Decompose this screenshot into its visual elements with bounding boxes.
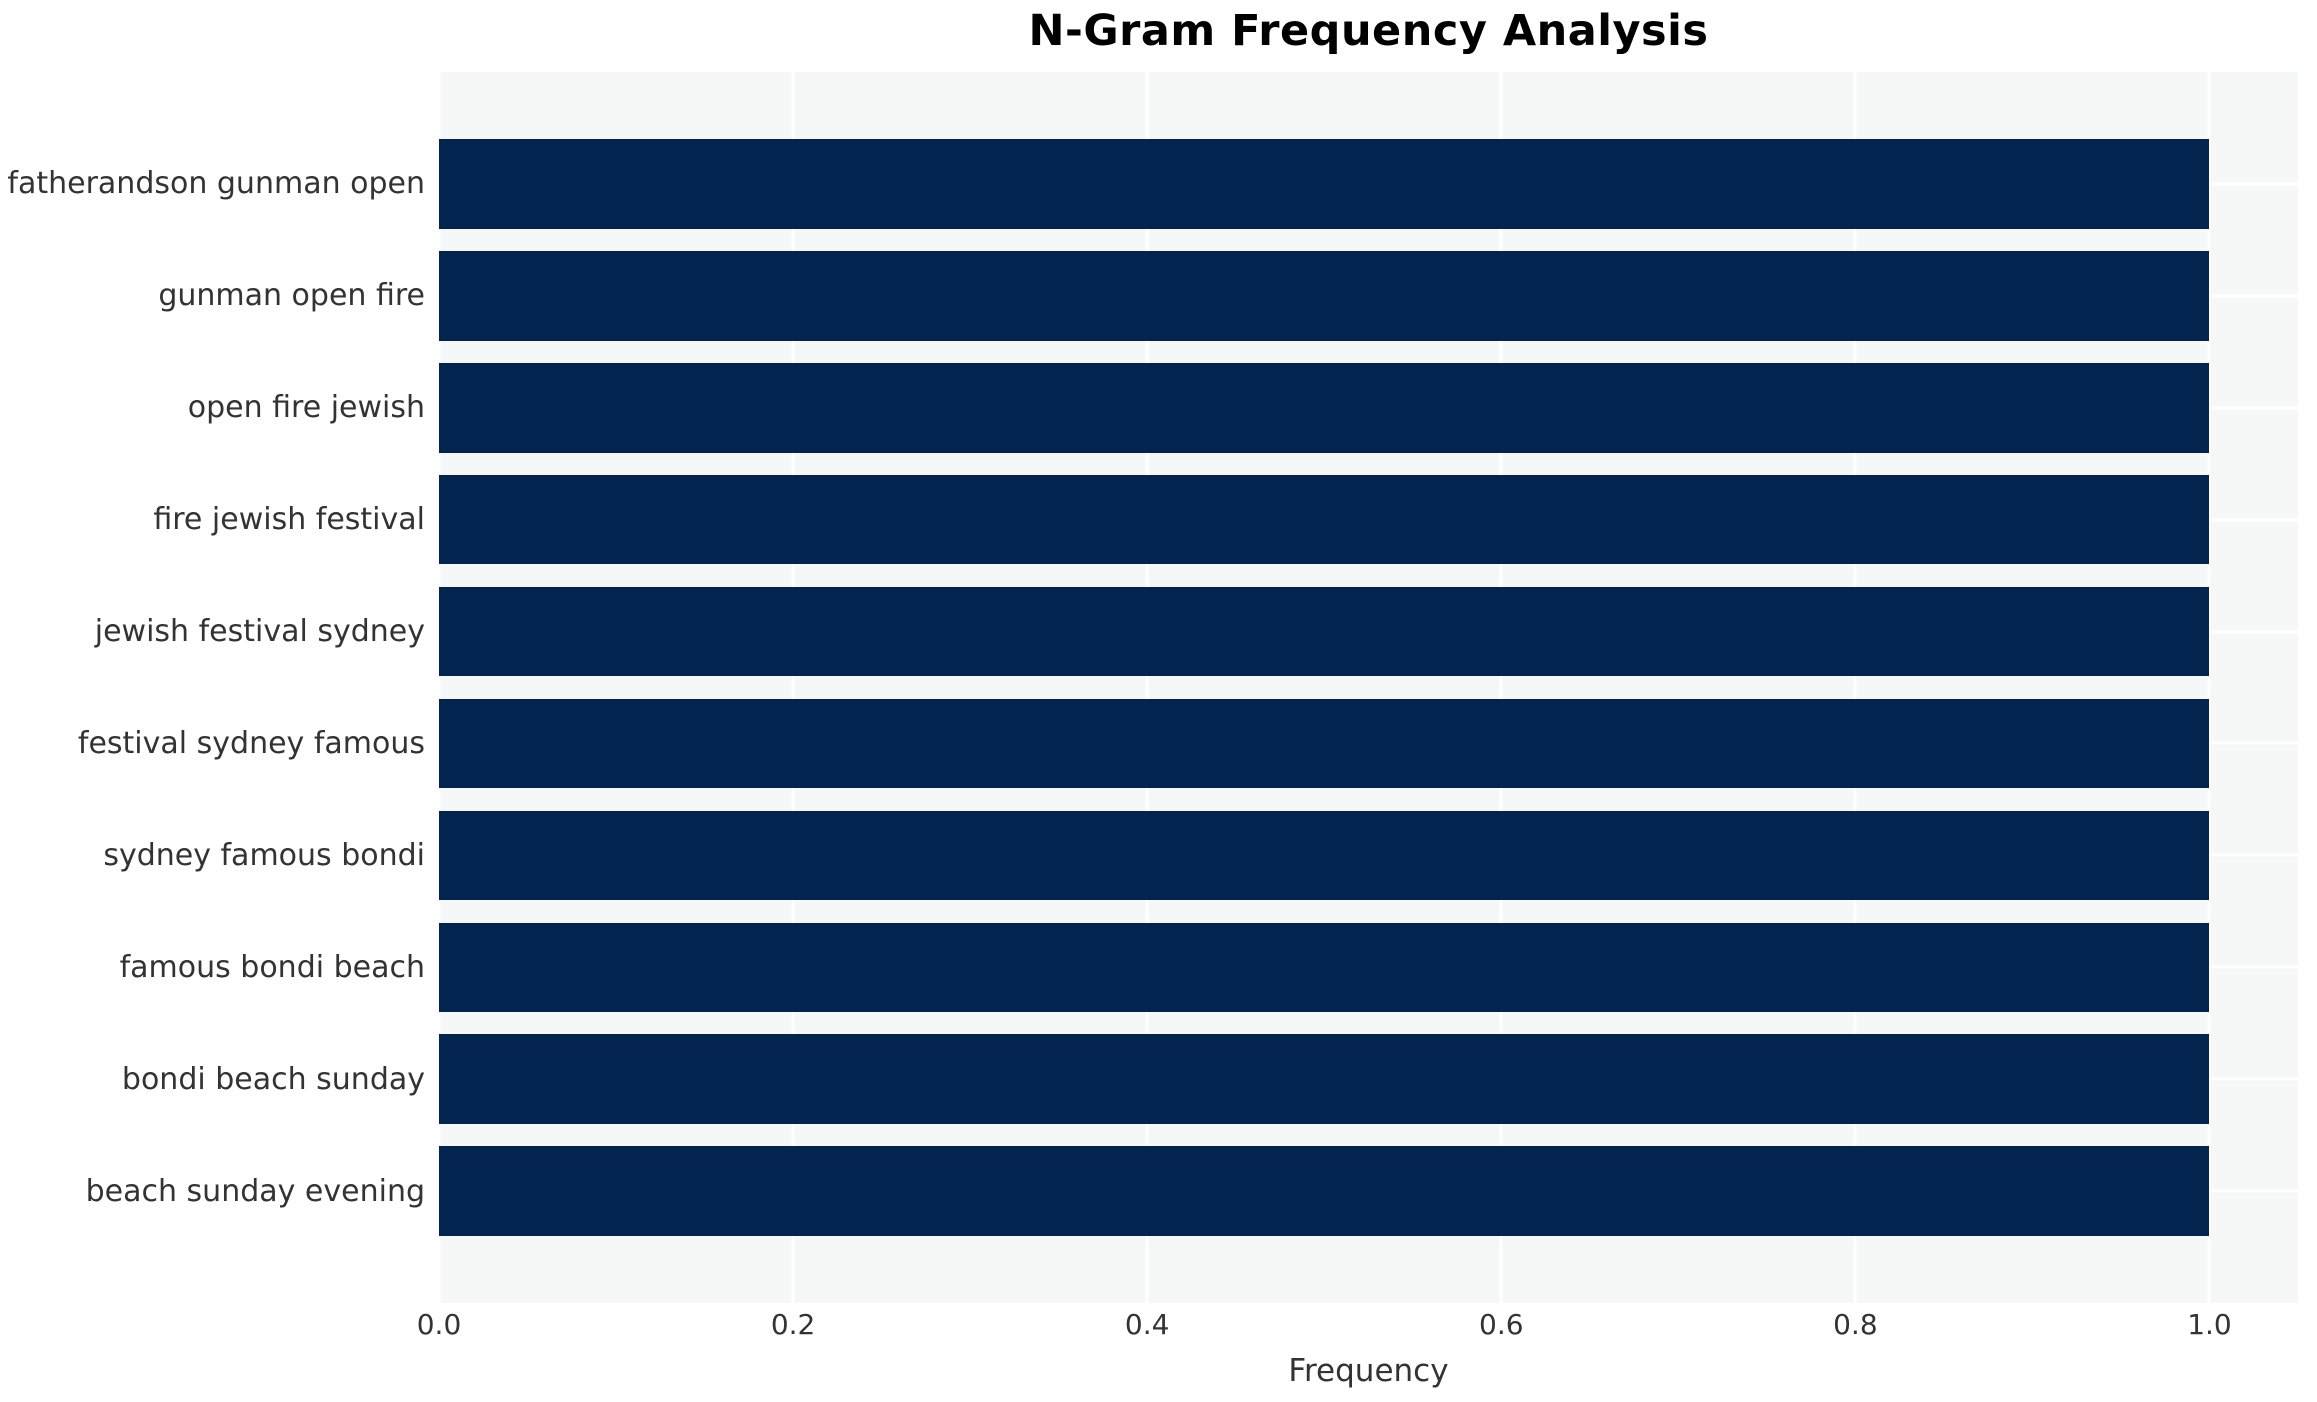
- y-tick-label: famous bondi beach: [119, 949, 425, 985]
- bar-row: [439, 688, 2298, 800]
- y-axis-labels: fatherandson gunman open gunman open fire…: [0, 72, 439, 1303]
- bar-row: [439, 240, 2298, 352]
- gridline-vertical: [1499, 72, 1503, 1303]
- y-tick-label: jewish festival sydney: [94, 614, 425, 650]
- gridline-vertical: [1145, 72, 1149, 1303]
- x-tick-label: 0.8: [1833, 1308, 1878, 1341]
- x-tick-label: 0.6: [1479, 1308, 1524, 1341]
- y-tick-label: sydney famous bondi: [103, 837, 425, 873]
- bar-row: [439, 1023, 2298, 1135]
- bar: [439, 363, 2210, 453]
- x-axis-title: Frequency: [1288, 1353, 1449, 1389]
- bar-row: [439, 576, 2298, 688]
- bar-rows-layer: [439, 72, 2298, 1303]
- bar: [439, 1146, 2210, 1236]
- bar: [439, 922, 2210, 1013]
- gridline-vertical: [791, 72, 795, 1303]
- bar: [439, 698, 2210, 789]
- bar: [439, 474, 2210, 565]
- gridline-vertical: [2207, 72, 2211, 1303]
- y-tick-label: beach sunday evening: [85, 1173, 425, 1209]
- bar: [439, 810, 2210, 901]
- plot-area: [437, 72, 2298, 1303]
- y-tick-label: open fire jewish: [187, 390, 425, 426]
- bar-row: [439, 352, 2298, 464]
- bar-row: [439, 128, 2298, 240]
- x-tick-label: 0.4: [1124, 1308, 1170, 1341]
- x-tick-label: 0.0: [416, 1308, 462, 1341]
- y-tick-label: bondi beach sunday: [121, 1061, 425, 1097]
- gridline-vertical: [437, 72, 441, 1303]
- bar: [439, 1034, 2210, 1124]
- y-tick-label: gunman open fire: [158, 278, 425, 314]
- x-tick-label: 1.0: [2187, 1308, 2232, 1341]
- x-tick-label: 0.2: [770, 1308, 816, 1341]
- gridline-vertical: [1853, 72, 1857, 1303]
- y-tick-label: fire jewish festival: [153, 502, 425, 538]
- y-tick-label: festival sydney famous: [77, 725, 425, 761]
- bar-row: [439, 799, 2298, 911]
- y-tick-label: fatherandson gunman open: [7, 166, 425, 202]
- bar-row: [439, 911, 2298, 1023]
- chart-title: N-Gram Frequency Analysis: [1028, 6, 1709, 56]
- bar-row: [439, 1135, 2298, 1247]
- bar-row: [439, 464, 2298, 576]
- bar: [439, 251, 2210, 341]
- bar: [439, 586, 2210, 677]
- bar: [439, 139, 2210, 229]
